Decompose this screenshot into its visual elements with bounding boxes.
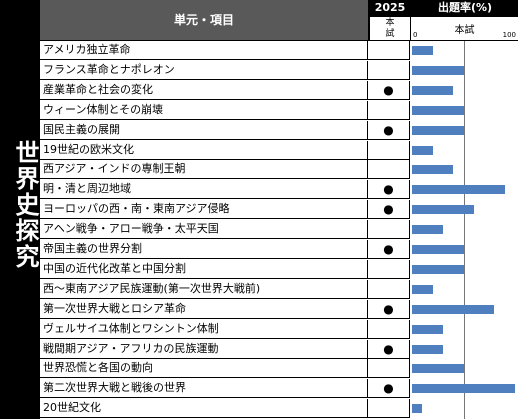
bar-plot-area (411, 41, 518, 419)
exam-mark-cell (368, 160, 410, 180)
topic-cell: 第二次世界大戦と戦後の世界 (40, 379, 368, 399)
table-row: 第一次世界大戦とロシア革命 ● (40, 299, 518, 319)
exam-mark-cell (368, 220, 410, 240)
rate-column-header: 出題率(%) (412, 0, 518, 16)
exam-mark-cell (368, 41, 410, 60)
exam-mark-cell: ● (368, 80, 410, 100)
table-row: ウィーン体制とその崩壊 (40, 100, 518, 120)
exam-mark-cell: ● (368, 180, 410, 200)
topic-cell: 世界恐慌と各国の動向 (40, 359, 368, 379)
exam-mark-cell (368, 279, 410, 299)
bar (412, 344, 443, 354)
table-row: 中国の近代化改革と中国分割 (40, 259, 518, 279)
bar (412, 85, 454, 95)
bar (412, 46, 433, 55)
exam-mark-cell (368, 60, 410, 80)
bar (412, 185, 505, 195)
axis-tick-max: 100 (502, 31, 516, 39)
table-row: 産業革命と社会の変化 ● (40, 80, 518, 100)
bar (412, 404, 423, 414)
exam-mark-cell (368, 259, 410, 279)
topic-cell: 国民主義の展開 (40, 120, 368, 140)
table-row: 帝国主義の世界分割 ● (40, 240, 518, 259)
table-row: 明・清と周辺地域 ● (40, 180, 518, 200)
topic-cell: ウィーン体制とその崩壊 (40, 100, 368, 120)
topic-cell: 産業革命と社会の変化 (40, 80, 368, 100)
table-row: 第二次世界大戦と戦後の世界 ● (40, 379, 518, 399)
exam-mark-cell: ● (368, 200, 410, 220)
exam-mark-cell: ● (368, 299, 410, 319)
bar (412, 264, 464, 274)
bar (412, 324, 443, 334)
table-row: フランス革命とナポレオン (40, 60, 518, 80)
bar (412, 284, 433, 294)
table-row: アヘン戦争・アロー戦争・太平天国 (40, 220, 518, 240)
bar (412, 205, 474, 215)
table-row: ヴェルサイユ体制とワシントン体制 (40, 319, 518, 339)
exam-mark-cell (368, 359, 410, 379)
exam-mark-cell: ● (368, 379, 410, 399)
table-row: 西アジア・インドの専制王朝 (40, 160, 518, 180)
exam-mark-cell (368, 319, 410, 339)
topic-cell: 帝国主義の世界分割 (40, 240, 368, 259)
topic-cell: 戦間期アジア・アフリカの民族運動 (40, 339, 368, 359)
topic-cell: 20世紀文化 (40, 399, 368, 419)
topic-cell: アメリカ独立革命 (40, 41, 368, 60)
bar (412, 384, 515, 394)
exam-subheader-text: 本試 (385, 18, 395, 39)
topic-cell: フランス革命とナポレオン (40, 60, 368, 80)
bar (412, 65, 464, 75)
exam-mark-cell (368, 100, 410, 120)
topic-cell: 19世紀の欧米文化 (40, 140, 368, 160)
axis-tick-min: 0 (413, 31, 418, 39)
topic-cell: ヴェルサイユ体制とワシントン体制 (40, 319, 368, 339)
exam-mark-cell (368, 140, 410, 160)
topic-column-header: 単元・項目 (40, 0, 368, 40)
table-body: アメリカ独立革命 フランス革命とナポレオン 産業革命と社会の変化 ● ウィーン体制とその… (40, 41, 518, 419)
table-row: 20世紀文化 (40, 399, 518, 419)
rate-subheader: 本試 0 100 (411, 17, 518, 40)
bar (412, 165, 454, 175)
bar (412, 145, 433, 155)
rate-subheader-label: 本試 (454, 25, 475, 36)
year-column-header: 2025 (370, 0, 410, 16)
table-row: 西～東南アジア民族運動(第一次世界大戦前) (40, 279, 518, 299)
bar (412, 105, 464, 115)
bar (412, 125, 464, 135)
table-row: 19世紀の欧米文化 (40, 140, 518, 160)
table-row: 国民主義の展開 ● (40, 120, 518, 140)
exam-mark-cell: ● (368, 339, 410, 359)
table-row: 世界恐慌と各国の動向 (40, 359, 518, 379)
table-row: 戦間期アジア・アフリカの民族運動 ● (40, 339, 518, 359)
exam-mark-cell: ● (368, 240, 410, 259)
topic-cell: 明・清と周辺地域 (40, 180, 368, 200)
topic-cell: 西～東南アジア民族運動(第一次世界大戦前) (40, 279, 368, 299)
topic-cell: 第一次世界大戦とロシア革命 (40, 299, 368, 319)
gridline (463, 41, 465, 419)
bar (412, 245, 464, 254)
subject-label: 世界史探究 (11, 140, 39, 270)
bar (412, 304, 495, 314)
bar (412, 225, 443, 235)
topic-cell: 西アジア・インドの専制王朝 (40, 160, 368, 180)
bar (412, 364, 464, 374)
exam-subheader: 本試 (370, 17, 410, 40)
topic-cell: ヨーロッパの西・南・東南アジア侵略 (40, 200, 368, 220)
table-row: アメリカ独立革命 (40, 41, 518, 60)
topic-cell: 中国の近代化改革と中国分割 (40, 259, 368, 279)
exam-mark-cell: ● (368, 120, 410, 140)
exam-mark-cell (368, 399, 410, 419)
topic-cell: アヘン戦争・アロー戦争・太平天国 (40, 220, 368, 240)
table-row: ヨーロッパの西・南・東南アジア侵略 ● (40, 200, 518, 220)
